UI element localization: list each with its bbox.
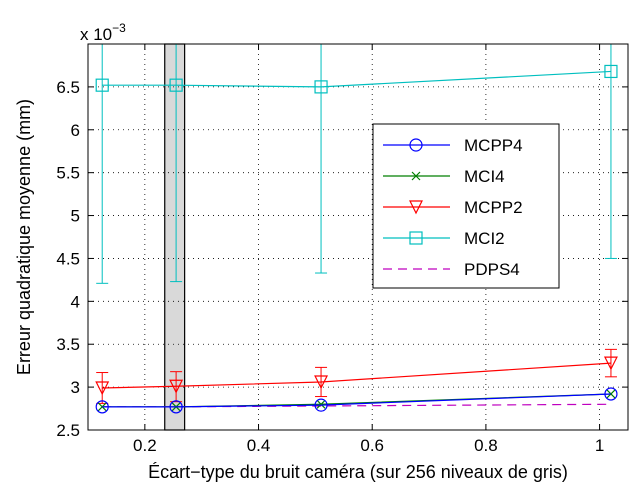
series-line: [102, 393, 611, 408]
x-tick-label: 0.8: [474, 436, 498, 455]
data-point: [95, 78, 109, 92]
y-tick-label: 3: [71, 378, 80, 397]
data-point: [604, 387, 618, 401]
legend-entry-pdps4: PDPS4: [383, 260, 520, 279]
legend-entry-mci4: MCI4: [383, 167, 505, 186]
y-tick-label: 4: [71, 292, 80, 311]
y-tick-label: 6.5: [56, 78, 80, 97]
y-tick-label: 6: [71, 121, 80, 140]
plot-frame: [87, 43, 629, 431]
y-axis-label: Erreur quadratique moyenne (mm): [14, 99, 34, 375]
data-point: [316, 399, 326, 409]
legend-marker: [409, 231, 423, 245]
data-point: [603, 356, 618, 371]
y-tick-label: 3.5: [56, 335, 80, 354]
legend-entry-mci2: MCI2: [383, 229, 505, 248]
data-point: [95, 381, 110, 396]
data-point: [314, 375, 329, 390]
data-point: [95, 400, 109, 414]
legend-label: MCPP4: [464, 136, 523, 155]
legend-label: MCPP2: [464, 198, 523, 217]
data-point: [314, 80, 328, 94]
legend-label: MCI2: [464, 229, 505, 248]
series-line: [102, 362, 611, 389]
data-point: [169, 379, 184, 394]
data-point: [314, 398, 328, 412]
x-axis-label: Écart−type du bruit caméra (sur 256 nive…: [148, 462, 568, 482]
series-line: [102, 70, 611, 88]
legend-label: MCI4: [464, 167, 505, 186]
legend: MCPP4 MCI4 MCPP2 MCI2 PDPS4: [372, 123, 560, 289]
y-tick-label: 5: [71, 207, 80, 226]
series-mcpp4: [95, 387, 618, 414]
data-point: [604, 64, 618, 79]
legend-marker: [409, 138, 423, 152]
x-tick-label: 0.2: [133, 436, 157, 455]
legend-marker: [409, 200, 423, 215]
data-point: [169, 78, 183, 92]
x-tick-label: 1: [595, 436, 604, 455]
y-tick-label: 5.5: [56, 164, 80, 183]
legend-entry-mcpp4: MCPP4: [383, 136, 523, 155]
legend-label: PDPS4: [464, 260, 520, 279]
legend-entry-mcpp2: MCPP2: [383, 198, 523, 217]
series-mci2: [95, 44, 618, 284]
x-tick-label: 0.4: [247, 436, 271, 455]
series-layer: [95, 44, 618, 414]
legend-items: MCPP4 MCI4 MCPP2 MCI2 PDPS4: [383, 136, 523, 279]
tick-layer: 0.2 0.4 0.6 0.8 1 2.5 3 3.5 4 4.5 5 5.5 6 6.5: [56, 44, 628, 455]
y-tick-label: 2.5: [56, 421, 80, 440]
data-point: [169, 400, 183, 414]
y-tick-label: 4.5: [56, 249, 80, 268]
x-tick-label: 0.6: [360, 436, 384, 455]
legend-box: [372, 123, 560, 289]
legend-marker: [411, 171, 421, 181]
y-exponent-label: x 10−3: [80, 21, 126, 44]
